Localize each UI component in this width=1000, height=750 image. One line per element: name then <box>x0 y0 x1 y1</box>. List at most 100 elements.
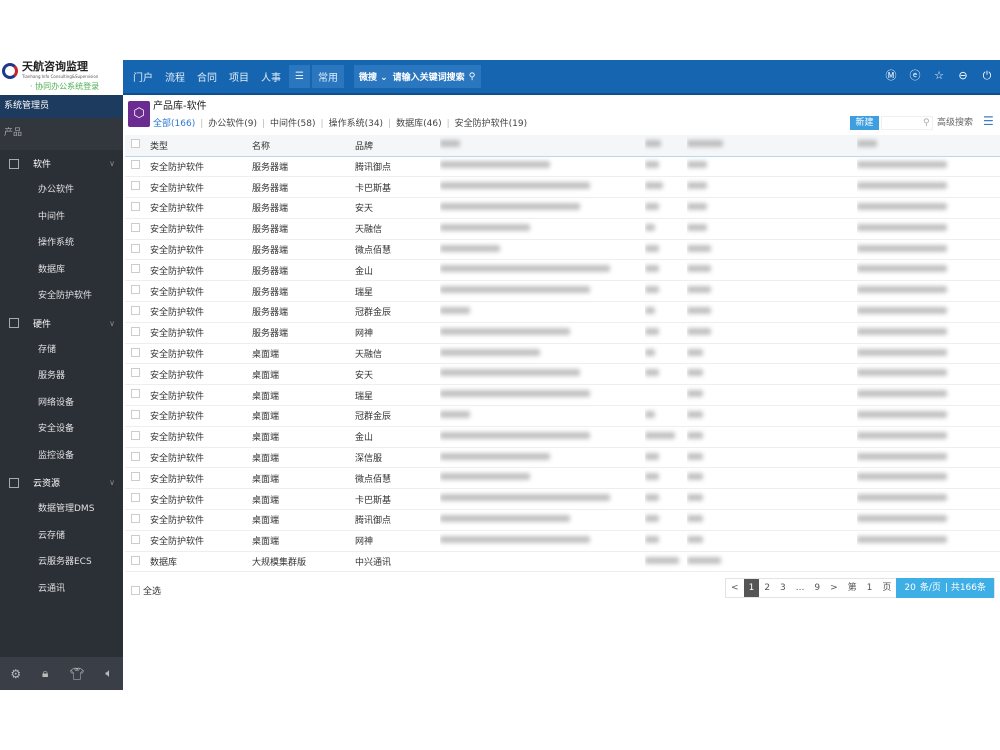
chevron-down-icon[interactable]: ∨ <box>109 159 115 168</box>
table-row[interactable]: 数据库 大规模集群版 中兴通讯 <box>125 551 1000 573</box>
chevron-down-icon[interactable]: ∨ <box>109 478 115 487</box>
table-row[interactable]: 安全防护软件 服务器端 金山 <box>125 259 1000 282</box>
header-checkbox[interactable] <box>131 139 140 149</box>
checkbox-cell[interactable] <box>125 156 150 178</box>
table-search-input[interactable] <box>881 116 933 130</box>
table-row[interactable]: 安全防护软件 桌面端 腾讯御点 <box>125 509 1000 531</box>
table-row[interactable]: 安全防护软件 桌面端 网神 <box>125 530 1000 552</box>
table-row[interactable]: 安全防护软件 桌面端 安天 <box>125 363 1000 386</box>
search-scope[interactable]: 微搜 ⌄ <box>358 73 388 83</box>
row-checkbox[interactable] <box>131 243 140 253</box>
shirt-icon[interactable]: 👕︎ <box>69 666 85 681</box>
table-row[interactable]: 安全防护软件 桌面端 卡巴斯基 <box>125 488 1000 511</box>
row-checkbox[interactable] <box>131 181 140 191</box>
column-header[interactable]: 品牌 <box>355 135 440 157</box>
table-row[interactable]: 安全防护软件 服务器端 卡巴斯基 <box>125 176 1000 199</box>
checkbox-cell[interactable] <box>125 530 150 552</box>
row-checkbox[interactable] <box>131 368 140 378</box>
nav-item[interactable]: 门户 <box>133 73 153 84</box>
checkbox-cell[interactable] <box>125 322 150 344</box>
chevron-down-icon[interactable]: ∨ <box>109 318 115 328</box>
header-checkbox-cell[interactable] <box>125 135 150 157</box>
settings-icon[interactable]: ⚙ <box>10 666 22 681</box>
volume-icon[interactable]: 🔈︎ <box>105 666 113 680</box>
checkbox-cell[interactable] <box>125 301 150 323</box>
sidebar-item[interactable]: 数据管理DMS <box>38 504 95 514</box>
row-checkbox[interactable] <box>131 389 140 399</box>
row-checkbox[interactable] <box>131 201 140 211</box>
sidebar-group[interactable]: 软件 ∨ <box>0 150 123 177</box>
pager-next[interactable]: > <box>830 583 838 593</box>
checkbox-cell[interactable] <box>125 218 150 240</box>
checkbox-cell[interactable] <box>125 343 150 365</box>
lock-icon[interactable]: 🔒︎ <box>42 666 49 680</box>
pager-prev[interactable]: < <box>731 583 739 593</box>
sidebar-item[interactable]: 云服务器ECS <box>38 557 92 567</box>
search-box[interactable]: 微搜 ⌄ 请输入关键词搜索 ⚲ <box>353 65 482 88</box>
sidebar-item[interactable]: 云通讯 <box>38 583 66 594</box>
table-row[interactable]: 安全防护软件 桌面端 冠群金辰 <box>125 405 1000 427</box>
sidebar-item[interactable]: 中间件 <box>38 211 66 222</box>
row-checkbox[interactable] <box>131 347 140 357</box>
tab[interactable]: 数据库(46) <box>396 119 442 129</box>
row-checkbox[interactable] <box>131 222 140 232</box>
tab[interactable]: 操作系统(34) <box>328 119 384 129</box>
m-icon[interactable]: Ⓜ <box>885 69 897 82</box>
row-checkbox[interactable] <box>131 451 140 461</box>
checkbox-cell[interactable] <box>125 197 150 219</box>
table-row[interactable]: 安全防护软件 桌面端 微点佰慧 <box>125 467 1000 490</box>
select-all-checkbox[interactable] <box>131 586 140 595</box>
table-row[interactable]: 安全防护软件 桌面端 瑞星 <box>125 384 1000 407</box>
goto-page-input[interactable]: 1 <box>866 583 873 593</box>
table-row[interactable]: 安全防护软件 服务器端 微点佰慧 <box>125 239 1000 261</box>
sidebar-item[interactable]: 存储 <box>38 344 57 355</box>
page-button[interactable]: ... <box>795 583 805 593</box>
search-icon[interactable]: ⚲ <box>923 118 930 128</box>
row-checkbox[interactable] <box>131 493 140 503</box>
sidebar-item[interactable]: 数据库 <box>38 264 66 275</box>
row-checkbox[interactable] <box>131 430 140 440</box>
column-header[interactable]: 名称 <box>252 135 355 157</box>
more-icon[interactable]: ⊖ <box>958 69 968 82</box>
table-row[interactable]: 安全防护软件 服务器端 安天 <box>125 197 1000 219</box>
checkbox-cell[interactable] <box>125 551 150 573</box>
row-checkbox[interactable] <box>131 305 140 315</box>
checkbox-cell[interactable] <box>125 467 150 490</box>
page-button[interactable]: 2 <box>764 583 771 593</box>
row-checkbox[interactable] <box>131 326 140 336</box>
power-icon[interactable]: ⏻ <box>982 69 992 82</box>
table-row[interactable]: 安全防护软件 服务器端 瑞星 <box>125 280 1000 303</box>
page-button[interactable]: 9 <box>814 583 821 593</box>
sidebar-item[interactable]: 办公软件 <box>38 185 75 195</box>
nav-item[interactable]: 项目 <box>229 73 249 84</box>
row-checkbox[interactable] <box>131 409 140 419</box>
row-checkbox[interactable] <box>131 160 140 170</box>
star-icon[interactable]: ☆ <box>934 69 944 82</box>
sidebar-item[interactable]: 云存储 <box>38 530 66 541</box>
checkbox-cell[interactable] <box>125 239 150 261</box>
sidebar-group[interactable]: 硬件 ∨ <box>0 310 123 337</box>
checkbox-cell[interactable] <box>125 405 150 427</box>
table-row[interactable]: 安全防护软件 服务器端 腾讯御点 <box>125 156 1000 178</box>
page-size-summary[interactable]: 20 条/页 | 共166条 <box>896 578 994 598</box>
row-checkbox[interactable] <box>131 555 140 565</box>
checkbox-cell[interactable] <box>125 509 150 531</box>
table-row[interactable]: 安全防护软件 服务器端 冠群金辰 <box>125 301 1000 323</box>
search-input[interactable]: 请输入关键词搜索 <box>392 73 465 83</box>
sidebar-item[interactable]: 监控设备 <box>38 450 75 461</box>
column-header[interactable]: 类型 <box>150 135 252 157</box>
checkbox-cell[interactable] <box>125 426 150 448</box>
sidebar-item[interactable]: 安全设备 <box>38 424 75 434</box>
checkbox-cell[interactable] <box>125 259 150 282</box>
e-icon[interactable]: ⓔ <box>909 69 921 82</box>
row-checkbox[interactable] <box>131 534 140 544</box>
page-button[interactable]: 1 <box>743 579 760 597</box>
tab[interactable]: 全部(166) <box>153 119 196 129</box>
list-view-icon[interactable]: ☰ <box>983 114 994 128</box>
page-button[interactable]: 3 <box>780 583 786 593</box>
sidebar-item[interactable]: 安全防护软件 <box>38 291 93 301</box>
sidebar-group[interactable]: 云资源 ∨ <box>0 469 123 496</box>
table-row[interactable]: 安全防护软件 服务器端 天融信 <box>125 218 1000 240</box>
checkbox-cell[interactable] <box>125 176 150 199</box>
advanced-search-button[interactable]: 高级搜索 <box>937 118 974 128</box>
